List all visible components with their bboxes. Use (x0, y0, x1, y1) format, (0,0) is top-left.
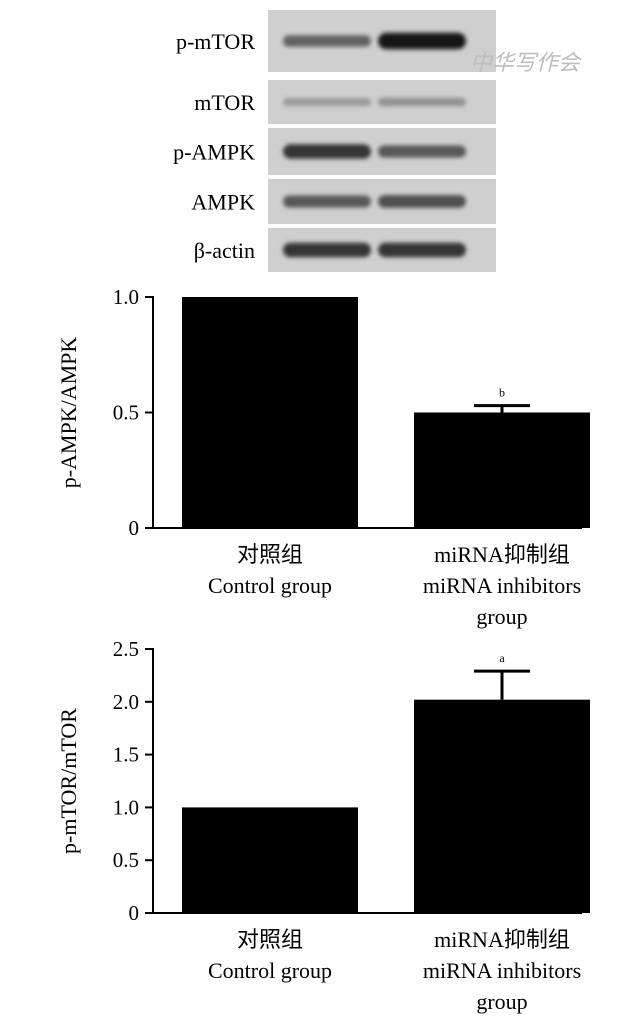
y-tick-label: 2.5 (113, 637, 139, 661)
blot-band-actin-lane-2 (378, 242, 466, 258)
category-label-2-line-1: miRNA抑制组 (434, 542, 570, 567)
category-label-2-line-1: miRNA抑制组 (434, 927, 570, 952)
blot-band-mtor-lane-2 (378, 97, 466, 107)
y-tick-label: 1.0 (113, 795, 139, 819)
category-label-1-line-2: Control group (208, 573, 332, 598)
y-tick-label: 1.5 (113, 743, 139, 767)
y-tick-label: 0 (129, 516, 140, 540)
western-blot: p-mTOR mTOR p-AMPK AMPK β-actin (173, 10, 496, 272)
blot-label-ampk: AMPK (191, 190, 255, 215)
significance-label-2: b (499, 386, 505, 400)
blot-label-p-ampk: p-AMPK (173, 140, 255, 165)
blot-band-mtor-lane-1 (283, 98, 371, 106)
p-mtor-bar-chart: 0 0.5 1.0 1.5 2.0 2.5 p-mTOR/mTOR 对照组 Control gr… (56, 637, 590, 1014)
blot-label-actin: β-actin (194, 238, 255, 263)
bar-1 (182, 297, 358, 528)
y-axis-title: p-AMPK/AMPK (56, 337, 81, 489)
category-label-1-line-1: 对照组 (237, 927, 303, 952)
y-tick-label: 0.5 (113, 401, 139, 425)
bar-2 (414, 412, 590, 528)
category-label-1-line-2: Control group (208, 958, 332, 983)
blot-band-ampk-lane-1 (283, 195, 371, 208)
bar-1 (182, 807, 358, 913)
blot-band-p-mtor-lane-1 (283, 35, 371, 47)
blot-band-actin-lane-1 (283, 242, 371, 258)
blot-band-ampk-lane-2 (378, 195, 466, 208)
blot-label-mtor: mTOR (194, 90, 255, 115)
blot-band-p-mtor-lane-2 (378, 32, 466, 50)
blot-band-p-ampk-lane-2 (378, 145, 466, 158)
blot-band-p-ampk-lane-1 (283, 144, 371, 159)
y-tick-label: 0 (129, 901, 140, 925)
watermark: 中华写作会 (470, 50, 582, 75)
y-tick-label: 0.5 (113, 848, 139, 872)
y-tick-label: 2.0 (113, 690, 139, 714)
category-label-2-line-3: group (476, 604, 527, 629)
category-label-2-line-3: group (476, 989, 527, 1014)
y-tick-label: 1.0 (113, 285, 139, 309)
p-ampk-bar-chart: 0 0.5 1.0 p-AMPK/AMPK 对照组 Control group b miRNA… (56, 285, 590, 629)
blot-label-p-mtor: p-mTOR (176, 29, 255, 54)
category-label-1-line-1: 对照组 (237, 542, 303, 567)
significance-label-2: a (499, 651, 505, 665)
category-label-2-line-2: miRNA inhibitors (423, 573, 581, 598)
category-label-2-line-2: miRNA inhibitors (423, 958, 581, 983)
bar-2 (414, 699, 590, 913)
y-axis-title: p-mTOR/mTOR (56, 708, 81, 854)
